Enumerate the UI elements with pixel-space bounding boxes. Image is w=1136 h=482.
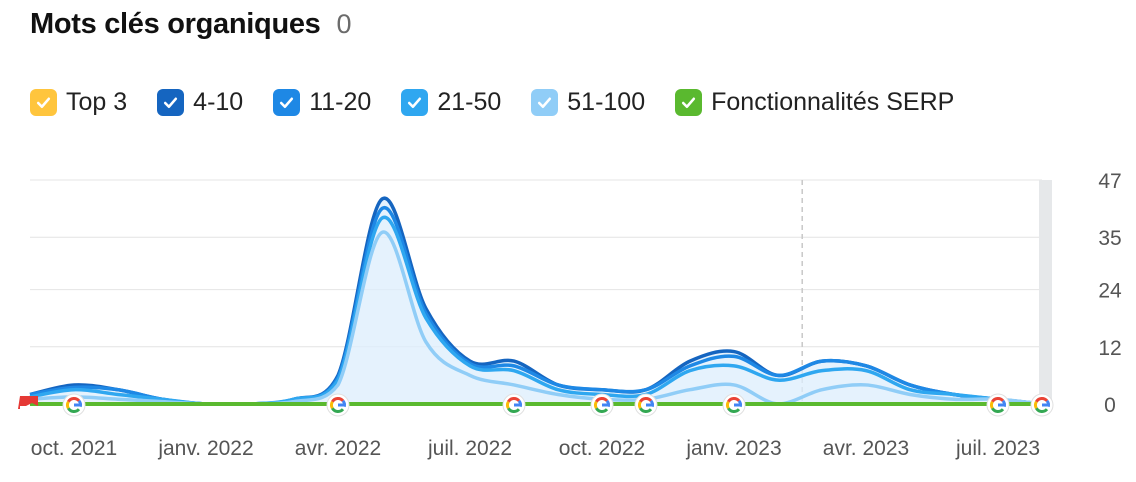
- google-update-icon[interactable]: [722, 393, 746, 417]
- google-update-icon[interactable]: [986, 393, 1010, 417]
- organic-keywords-chart: 0 12 24 35 47 oct. 2021 janv. 2022 avr. 2022 jui…: [18, 170, 1122, 460]
- chart-legend: Top 3 4-10 11-20 21-50 51-100 Fonctionnalités…: [30, 88, 954, 117]
- y-tick-label: 12: [1098, 337, 1121, 360]
- series-line-4-10: [29, 196, 1043, 406]
- chart-header: Mots clés organiques 0: [30, 8, 352, 41]
- x-tick-label: avr. 2022: [295, 437, 381, 460]
- x-tick-label: juil. 2023: [955, 437, 1040, 460]
- x-tick-label: janv. 2022: [157, 437, 253, 460]
- checkbox-check-icon[interactable]: [30, 89, 57, 116]
- legend-item-21-50[interactable]: 21-50: [401, 88, 501, 117]
- legend-label: 4-10: [193, 88, 244, 116]
- note-flag-icon: [18, 396, 38, 409]
- x-tick-label: oct. 2022: [559, 437, 645, 460]
- y-tick-label: 24: [1098, 280, 1122, 303]
- x-tick-label: janv. 2023: [685, 437, 781, 460]
- legend-item-4-10[interactable]: 4-10: [157, 88, 243, 117]
- legend-item-11-20[interactable]: 11-20: [273, 88, 371, 117]
- checkbox-check-icon[interactable]: [401, 89, 429, 116]
- checkbox-check-icon[interactable]: [531, 89, 559, 116]
- google-update-icon[interactable]: [634, 393, 658, 417]
- google-update-icon[interactable]: [1030, 393, 1054, 417]
- legend-item-top-3[interactable]: Top 3: [30, 88, 127, 117]
- legend-label: 51-100: [567, 88, 646, 116]
- checkbox-check-icon[interactable]: [273, 89, 301, 116]
- google-update-icon[interactable]: [502, 393, 526, 417]
- google-update-icon[interactable]: [326, 393, 350, 417]
- legend-label: Fonctionnalités SERP: [711, 88, 955, 116]
- y-tick-label: 35: [1098, 227, 1121, 250]
- y-tick-label: 0: [1104, 394, 1116, 417]
- y-tick-label: 47: [1098, 170, 1121, 193]
- checkbox-check-icon[interactable]: [675, 89, 703, 116]
- google-update-icon[interactable]: [62, 393, 86, 417]
- checkbox-check-icon[interactable]: [157, 89, 185, 116]
- legend-label: Top 3: [66, 88, 128, 116]
- keyword-count: 0: [336, 9, 352, 39]
- google-update-icon[interactable]: [590, 393, 614, 417]
- x-tick-label: avr. 2023: [823, 437, 909, 460]
- legend-label: 11-20: [309, 88, 372, 116]
- legend-item-51-100[interactable]: 51-100: [531, 88, 645, 117]
- hover-band: [1039, 180, 1052, 404]
- x-tick-label: oct. 2021: [31, 437, 117, 460]
- legend-item-fonctionnalit-s-serp[interactable]: Fonctionnalités SERP: [675, 88, 954, 117]
- chart-title: Mots clés organiques: [30, 8, 321, 40]
- x-tick-label: juil. 2022: [427, 437, 512, 460]
- legend-label: 21-50: [437, 88, 502, 116]
